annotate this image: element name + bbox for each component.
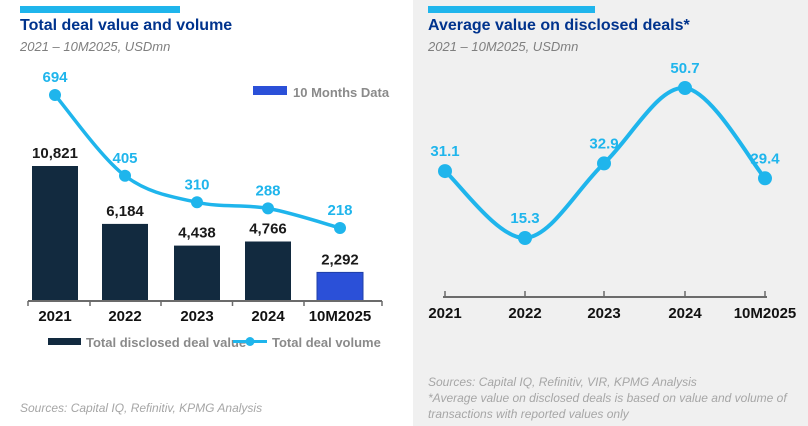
bar-2023 — [174, 245, 220, 301]
average-value-label: 29.4 — [750, 150, 780, 167]
right-chart-source-line: Sources: Capital IQ, Refinitiv, VIR, KPM… — [428, 375, 697, 389]
bar-2024 — [245, 241, 291, 301]
title-accent-bar — [20, 6, 180, 13]
bar-10M2025 — [316, 271, 364, 302]
deal-volume-label: 288 — [255, 182, 280, 199]
average-value-point — [438, 164, 452, 179]
average-value-point — [518, 231, 532, 245]
x-axis-label: 10M2025 — [309, 308, 372, 325]
deal-volume-legend-label: Total deal volume — [272, 335, 381, 350]
total-deal-value-volume-panel: Total deal value and volume 2021 – 10M20… — [20, 6, 390, 415]
bar-value-label: 6,184 — [106, 203, 144, 220]
deal-volume-point — [119, 169, 131, 182]
ten-months-legend-swatch — [253, 86, 287, 95]
bar-2022 — [102, 223, 148, 301]
left-chart-subtitle: 2021 – 10M2025, USDmn — [20, 39, 171, 54]
deal-volume-point — [262, 202, 274, 215]
average-value-point — [678, 81, 692, 95]
deal-volume-point — [334, 222, 346, 234]
right-chart-title: Average value on disclosed deals* — [428, 17, 690, 34]
average-value-label: 50.7 — [670, 60, 699, 77]
deal-volume-label: 310 — [184, 176, 209, 193]
x-axis-label: 2021 — [428, 305, 461, 322]
bar-value-label: 2,292 — [321, 251, 359, 268]
left-chart-sources: Sources: Capital IQ, Refinitiv, KPMG Ana… — [20, 401, 263, 415]
deal-volume-label: 405 — [112, 150, 137, 167]
x-axis-label: 2023 — [587, 305, 620, 322]
x-axis-label: 2022 — [108, 308, 141, 325]
left-chart-title: Total deal value and volume — [20, 17, 233, 34]
average-value-point — [758, 171, 772, 186]
x-axis-label: 2022 — [508, 305, 541, 322]
deal-volume-point — [191, 196, 203, 209]
right-chart-subtitle: 2021 – 10M2025, USDmn — [428, 39, 579, 54]
x-axis-label: 2021 — [38, 308, 71, 325]
deal-value-legend-swatch — [48, 338, 81, 345]
x-axis-label: 2024 — [251, 308, 285, 325]
average-value-point — [597, 156, 611, 171]
average-deal-value-panel: Average value on disclosed deals* 2021 –… — [413, 0, 808, 426]
bar-value-label: 10,821 — [32, 145, 78, 162]
left-chart-plot: 10 Months Data 10,821 6,184 4,438 4,766 2,292… — [27, 69, 390, 350]
deal-volume-legend-marker — [245, 337, 255, 346]
average-value-label: 31.1 — [430, 143, 459, 160]
title-accent-bar — [428, 6, 595, 13]
right-chart-footnote: *Average value on disclosed deals is bas… — [428, 391, 787, 421]
average-value-label: 32.9 — [589, 135, 618, 152]
right-chart-sources: Sources: Capital IQ, Refinitiv, VIR, KPM… — [428, 374, 800, 422]
average-value-label: 15.3 — [510, 210, 539, 227]
right-chart-plot: 31.1 15.3 32.9 50.7 29.4 2021 2022 2023 2024 10M2… — [428, 60, 797, 322]
deal-volume-label: 694 — [42, 69, 68, 86]
deal-value-legend-label: Total disclosed deal value — [86, 335, 246, 350]
bar-2021 — [32, 166, 78, 301]
x-axis-label: 10M2025 — [734, 305, 797, 322]
x-axis-label: 2024 — [668, 305, 702, 322]
x-axis-label: 2023 — [180, 308, 213, 325]
bar-value-label: 4,766 — [249, 221, 287, 238]
bar-value-label: 4,438 — [178, 225, 216, 242]
deal-volume-point — [49, 89, 61, 101]
ten-months-legend-label: 10 Months Data — [293, 85, 390, 100]
deal-volume-label: 218 — [327, 202, 352, 219]
